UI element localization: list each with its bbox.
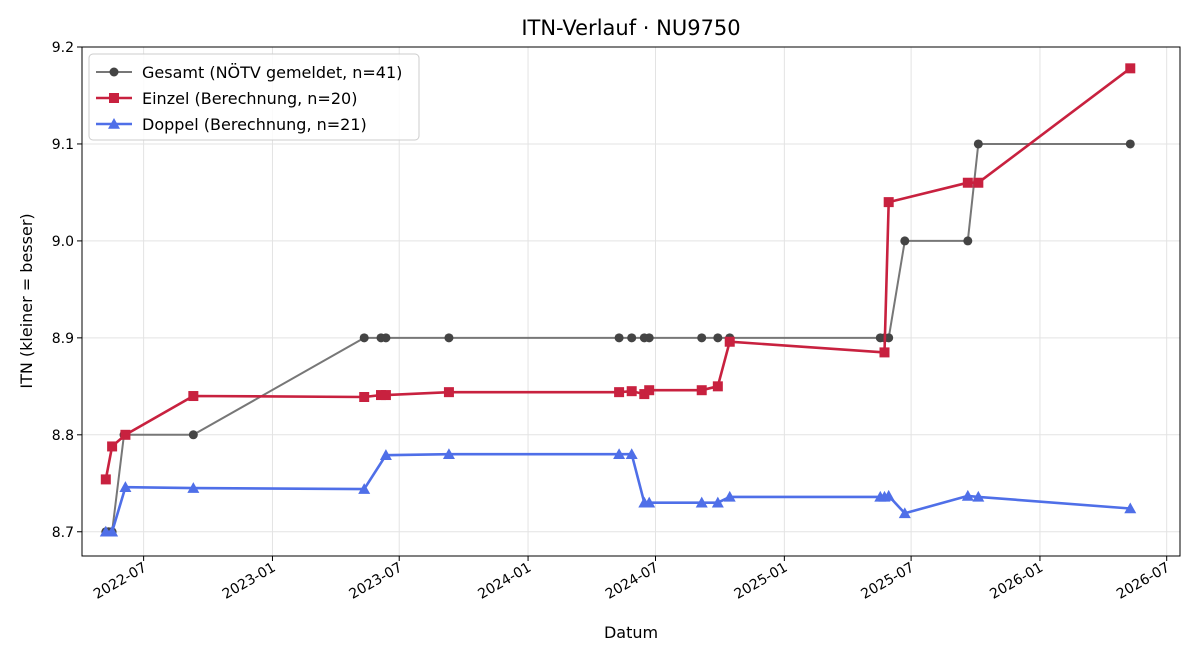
data-point — [972, 490, 985, 502]
data-point — [961, 489, 974, 501]
y-tick-label: 9.0 — [52, 234, 74, 250]
data-point — [100, 474, 111, 485]
data-point — [1124, 502, 1137, 514]
data-point — [643, 496, 656, 508]
data-point — [379, 449, 392, 460]
legend-box — [88, 53, 420, 141]
series-1 — [101, 139, 1135, 537]
data-point — [119, 481, 132, 492]
x-tick-label: 2025-01 — [732, 560, 791, 603]
data-point — [723, 490, 736, 502]
data-point — [962, 177, 973, 188]
y-tick-label: 8.8 — [52, 428, 74, 444]
legend-label: Einzel (Berechnung, n=20) — [142, 89, 357, 108]
series-2 — [100, 63, 1136, 485]
y-tick-label: 8.9 — [52, 331, 74, 347]
series-3 — [99, 448, 1137, 537]
data-point — [882, 489, 895, 501]
data-point — [1125, 139, 1135, 149]
legend-item: Doppel (Berechnung, n=21) — [96, 115, 367, 134]
data-point — [712, 381, 723, 392]
legend-label: Doppel (Berechnung, n=21) — [142, 115, 367, 134]
chart-title: ITN-Verlauf · NU9750 — [521, 16, 740, 40]
data-point — [695, 496, 708, 508]
data-point — [879, 347, 890, 358]
x-tick-label: 2025-07 — [858, 560, 917, 603]
data-point — [109, 93, 119, 103]
x-tick-label: 2024-01 — [475, 560, 534, 603]
x-axis-label: Datum — [604, 623, 658, 642]
x-tick-label: 2026-01 — [987, 560, 1046, 603]
data-point — [108, 118, 120, 129]
data-point — [625, 448, 638, 459]
data-point — [898, 507, 911, 519]
y-tick-label: 8.7 — [52, 525, 74, 541]
x-tick-label: 2023-01 — [220, 560, 279, 603]
data-point — [614, 387, 625, 398]
legend-item: Einzel (Berechnung, n=20) — [96, 89, 357, 108]
x-tick-label: 2022-07 — [91, 560, 150, 603]
data-point — [973, 177, 984, 188]
data-point — [109, 67, 119, 77]
data-point — [696, 385, 707, 396]
y-tick-label: 9.1 — [52, 137, 74, 153]
data-point — [713, 333, 723, 343]
series-line — [104, 67, 1132, 480]
data-point — [442, 448, 455, 459]
x-tick-label: 2024-07 — [603, 560, 662, 603]
data-point — [627, 333, 637, 343]
data-point — [120, 429, 131, 440]
data-point — [644, 385, 655, 396]
data-point — [444, 333, 454, 343]
data-point — [359, 391, 370, 402]
data-point — [359, 333, 369, 343]
data-point — [188, 391, 199, 402]
data-point — [107, 441, 118, 452]
series-layer — [99, 63, 1137, 537]
data-point — [626, 386, 637, 397]
plot-frame — [81, 46, 1181, 557]
y-tick-label: 9.2 — [52, 40, 74, 56]
data-point — [613, 448, 626, 459]
legend-label: Gesamt (NÖTV gemeldet, n=41) — [142, 63, 402, 82]
data-point — [187, 482, 200, 493]
series-line — [105, 452, 1131, 534]
data-point — [900, 236, 910, 246]
data-point — [443, 387, 454, 398]
data-point — [884, 333, 894, 343]
data-point — [614, 333, 624, 343]
legend-item: Gesamt (NÖTV gemeldet, n=41) — [96, 63, 402, 82]
data-point — [106, 525, 119, 537]
data-point — [358, 483, 371, 494]
data-point — [644, 333, 654, 343]
data-point — [724, 336, 735, 347]
data-point — [381, 333, 391, 343]
data-point — [883, 197, 894, 208]
data-point — [711, 496, 724, 508]
data-point — [1125, 63, 1136, 74]
y-axis-label: ITN (kleiner = besser) — [17, 213, 36, 388]
x-tick-label: 2026-07 — [1114, 560, 1173, 603]
data-point — [188, 430, 198, 440]
x-tick-label: 2023-07 — [347, 560, 406, 603]
data-point — [697, 333, 707, 343]
data-point — [973, 139, 983, 149]
data-point — [963, 236, 973, 246]
data-point — [380, 390, 391, 401]
legend: Gesamt (NÖTV gemeldet, n=41) Einzel (Bere… — [88, 53, 420, 141]
